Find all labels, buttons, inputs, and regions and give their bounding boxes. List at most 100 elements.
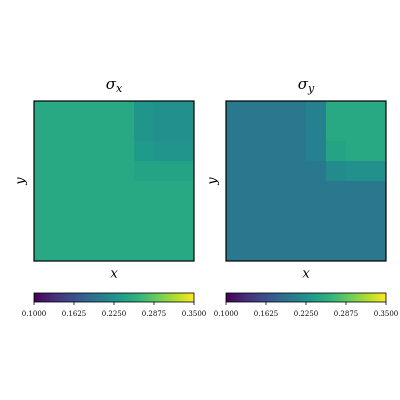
heatmap-cell — [306, 161, 327, 182]
heatmap-cell — [134, 181, 155, 202]
heatmap-cell — [266, 141, 287, 162]
heatmap-cell — [286, 161, 307, 182]
heatmap-cell — [154, 141, 175, 162]
heatmap-cell — [366, 181, 387, 202]
heatmap-cell — [154, 241, 175, 262]
heatmap-cell — [326, 221, 347, 242]
colorbar — [225, 292, 387, 303]
heatmap-cell — [154, 121, 175, 142]
heatmap-cell — [246, 181, 267, 202]
heatmap-cell — [226, 101, 247, 122]
x-axis-label: x — [302, 267, 310, 282]
heatmap-cell — [114, 101, 135, 122]
heatmap-cell — [74, 201, 95, 222]
heatmap-cell — [134, 241, 155, 262]
heatmap-cell — [174, 241, 195, 262]
heatmap-cell — [246, 141, 267, 162]
heatmap-cell — [266, 121, 287, 142]
heatmap-cell — [54, 141, 75, 162]
heatmap-cell — [226, 141, 247, 162]
heatmap-cell — [114, 241, 135, 262]
heatmap-cell — [34, 241, 55, 262]
heatmap-cell — [154, 201, 175, 222]
heatmap-cell — [174, 221, 195, 242]
heatmap-cell — [34, 181, 55, 202]
heatmap-cell — [306, 101, 327, 122]
heatmap-cell — [134, 161, 155, 182]
heatmap-cell — [366, 121, 387, 142]
heatmap-cell — [154, 221, 175, 242]
heatmap-cell — [114, 121, 135, 142]
colorbar-tick-label: 0.1625 — [254, 310, 279, 318]
heatmap-cell — [266, 241, 287, 262]
heatmap-cell — [34, 161, 55, 182]
heatmap-cell — [54, 201, 75, 222]
heatmap-cell — [226, 221, 247, 242]
heatmap-cell — [306, 141, 327, 162]
heatmap-cell — [286, 121, 307, 142]
heatmap-cell — [94, 141, 115, 162]
heatmap-cell — [114, 221, 135, 242]
heatmap-cell — [346, 241, 367, 262]
heatmap-cell — [34, 121, 55, 142]
heatmap-cell — [74, 221, 95, 242]
heatmap-cell — [94, 121, 115, 142]
heatmap-cell — [286, 141, 307, 162]
colorbar-tick-label: 0.3500 — [374, 310, 399, 318]
heatmap-cell — [134, 101, 155, 122]
plot-frame — [225, 100, 387, 262]
heatmap-cell — [306, 241, 327, 262]
title-subscript: x — [116, 82, 123, 95]
heatmap-cell — [94, 201, 115, 222]
title-subscript: y — [307, 82, 315, 95]
heatmap-cell — [174, 121, 195, 142]
heatmap-cell — [134, 121, 155, 142]
heatmap-cell — [366, 221, 387, 242]
heatmap-cell — [366, 101, 387, 122]
heatmap-cell — [366, 201, 387, 222]
heatmap-cell — [326, 201, 347, 222]
heatmap-cell — [326, 161, 347, 182]
y-axis-label: y — [206, 177, 221, 186]
heatmap-cell — [74, 161, 95, 182]
heatmap-cell — [174, 101, 195, 122]
heatmap-cell — [246, 201, 267, 222]
heatmap-cell — [246, 101, 267, 122]
heatmap-cell — [134, 141, 155, 162]
heatmap-cell — [94, 101, 115, 122]
heatmap-cell — [286, 241, 307, 262]
heatmap-cell — [246, 121, 267, 142]
heatmap-cell — [34, 201, 55, 222]
heatmap-cell — [306, 181, 327, 202]
heatmap-cell — [74, 101, 95, 122]
title-symbol: σ — [106, 75, 117, 93]
heatmap-cell — [266, 201, 287, 222]
plot-title: σx — [106, 75, 123, 95]
heatmap-cell — [286, 181, 307, 202]
heatmap-cell — [74, 141, 95, 162]
heatmap-cell — [174, 161, 195, 182]
heatmap-cell — [54, 161, 75, 182]
heatmap-cell — [286, 221, 307, 242]
heatmap-cell — [54, 221, 75, 242]
heatmap-cell — [326, 121, 347, 142]
heatmap-cell — [114, 201, 135, 222]
plot-frame — [33, 100, 195, 262]
colorbar-tick-label: 0.1000 — [22, 310, 47, 318]
heatmap-cell — [346, 181, 367, 202]
heatmap-cell — [226, 121, 247, 142]
heatmap-cell — [246, 161, 267, 182]
heatmap-cell — [346, 101, 367, 122]
heatmap-cell — [266, 181, 287, 202]
heatmap-cell — [134, 201, 155, 222]
heatmap-cell — [246, 221, 267, 242]
colorbar-tick-label: 0.1000 — [214, 310, 239, 318]
heatmap-cell — [346, 161, 367, 182]
heatmap-cell — [326, 141, 347, 162]
heatmap-cell — [154, 101, 175, 122]
heatmap-cell — [114, 181, 135, 202]
heatmap-cell — [74, 241, 95, 262]
x-axis-label: x — [110, 267, 118, 282]
heatmap-cell — [54, 241, 75, 262]
colorbar-tick-label: 0.2875 — [334, 310, 359, 318]
